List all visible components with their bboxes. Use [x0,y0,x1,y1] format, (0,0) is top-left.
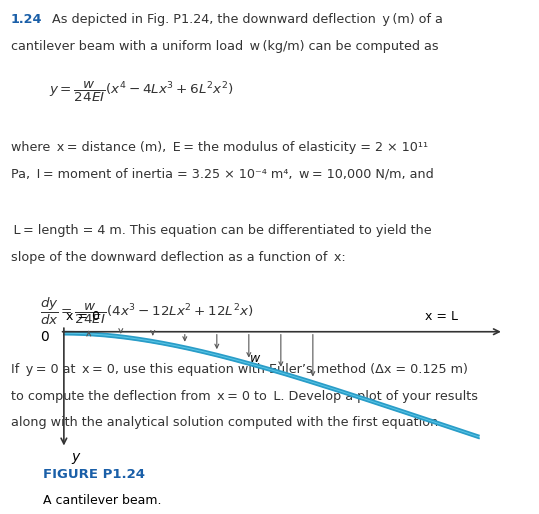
Text: x = 0: x = 0 [66,310,100,323]
Text: cantilever beam with a uniform load  w (kg/m) can be computed as: cantilever beam with a uniform load w (k… [11,40,438,52]
Text: 1.24: 1.24 [11,13,42,26]
Text: to compute the deflection from  x = 0 to  L. Develop a plot of your results: to compute the deflection from x = 0 to … [11,390,478,402]
Text: If  y = 0 at  x = 0, use this equation with Euler’s method (Δx = 0.125 m): If y = 0 at x = 0, use this equation wit… [11,363,468,376]
Text: FIGURE P1.24: FIGURE P1.24 [43,468,145,481]
Text: Pa,  I = moment of inertia = 3.25 × 10⁻⁴ m⁴,  w = 10,000 N/m, and: Pa, I = moment of inertia = 3.25 × 10⁻⁴ … [11,168,433,181]
Text: $y = \dfrac{w}{24EI}(x^4 - 4Lx^3 + 6L^2x^2)$: $y = \dfrac{w}{24EI}(x^4 - 4Lx^3 + 6L^2x… [49,80,233,104]
Text: y: y [71,450,80,464]
Text: $\dfrac{dy}{dx} = \dfrac{w}{24EI}(4x^3 - 12Lx^2 + 12L^2x)$: $\dfrac{dy}{dx} = \dfrac{w}{24EI}(4x^3 -… [40,296,254,327]
Text: along with the analytical solution computed with the first equation.: along with the analytical solution compu… [11,416,442,429]
Text: A cantilever beam.: A cantilever beam. [43,494,162,507]
Text: w: w [250,353,260,365]
Text: L = length = 4 m. This equation can be differentiated to yield the: L = length = 4 m. This equation can be d… [11,224,431,237]
Text: where  x = distance (m),  E = the modulus of elasticity = 2 × 10¹¹: where x = distance (m), E = the modulus … [11,141,428,154]
Text: x = L: x = L [425,310,458,323]
Text: slope of the downward deflection as a function of  x:: slope of the downward deflection as a fu… [11,251,345,264]
Text: As depicted in Fig. P1.24, the downward deflection  y (m) of a: As depicted in Fig. P1.24, the downward … [52,13,443,26]
Text: 0: 0 [40,331,50,344]
